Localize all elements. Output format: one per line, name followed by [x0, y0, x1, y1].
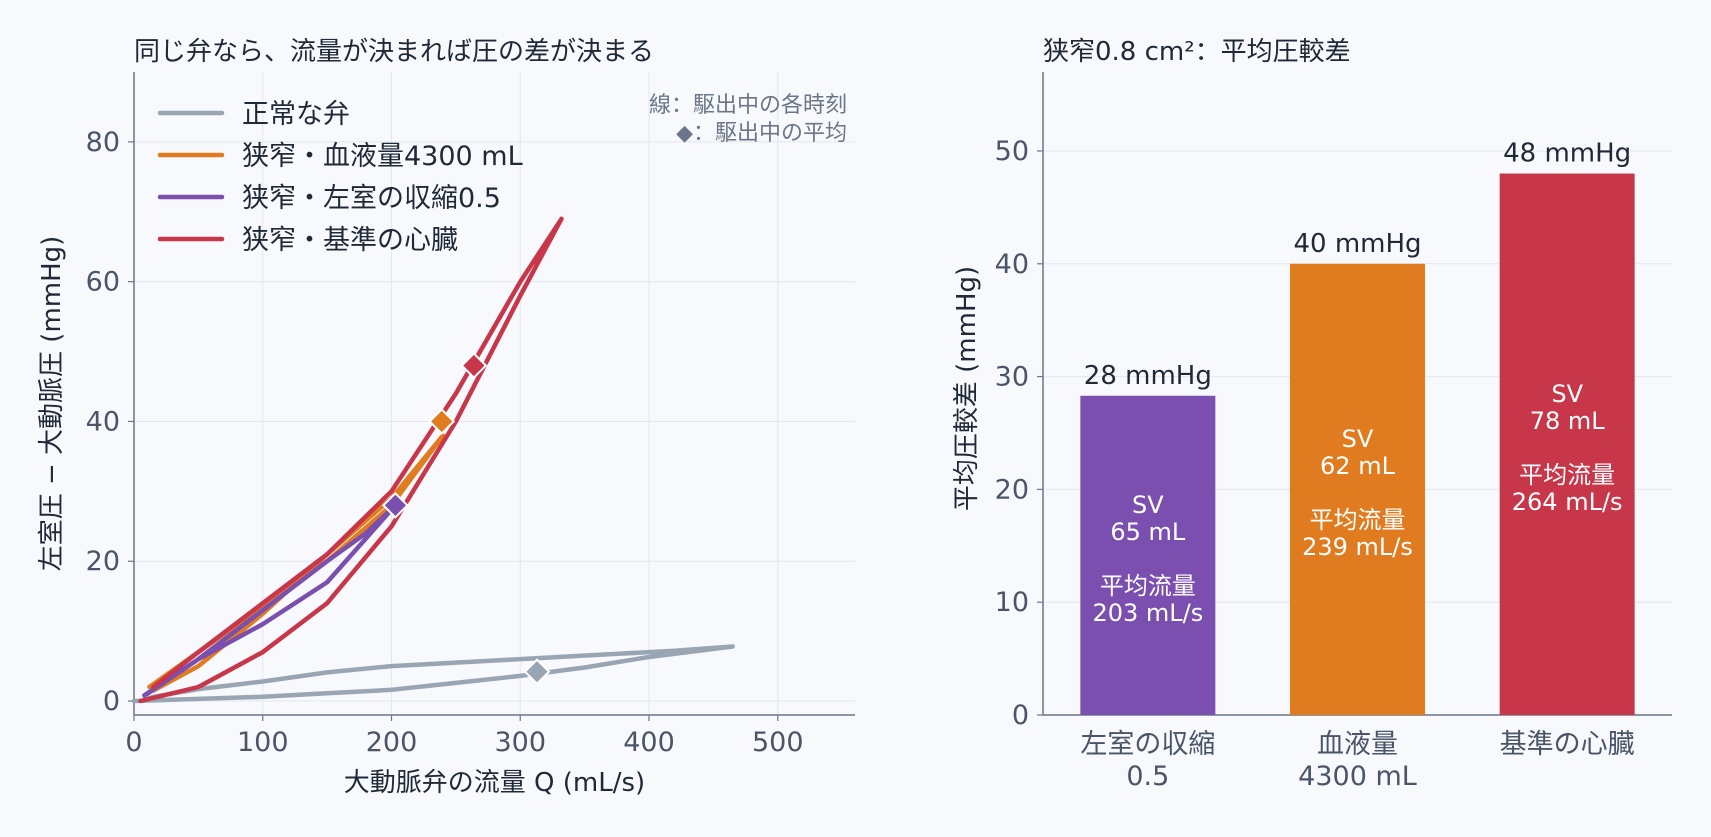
bar-inner-label: 65 mL — [1110, 518, 1186, 546]
y-tick-label: 80 — [86, 127, 120, 158]
bar-inner-label: 78 mL — [1530, 407, 1606, 435]
x-tick-label: 0 — [125, 727, 142, 758]
legend-label: 狭窄・左室の収縮0.5 — [242, 183, 501, 214]
x-tick-label: 500 — [752, 727, 804, 758]
bar-inner-label: 平均流量 — [1100, 572, 1196, 600]
y-tick-label: 10 — [995, 587, 1029, 618]
y-axis-label: 左室圧 − 大動脈圧 (mmHg) — [37, 236, 67, 572]
x-tick-label: 左室の収縮 — [1080, 729, 1215, 760]
x-tick-label: 200 — [366, 727, 418, 758]
bar-inner-label: 239 mL/s — [1302, 533, 1413, 561]
x-tick-label: 0.5 — [1126, 761, 1169, 792]
y-tick-label: 40 — [86, 406, 120, 437]
series-line — [147, 433, 446, 693]
y-tick-label: 20 — [995, 474, 1029, 505]
legend-label: 正常な弁 — [242, 99, 350, 130]
x-axis-label: 大動脈弁の流量 Q (mL/s) — [344, 768, 645, 798]
mean-marker — [381, 491, 409, 519]
mean-marker — [428, 408, 456, 435]
y-tick-label: 0 — [1012, 700, 1029, 731]
y-tick-label: 30 — [995, 362, 1029, 393]
x-tick-label: 基準の心臓 — [1500, 729, 1635, 760]
bar-inner-label: 平均流量 — [1519, 461, 1615, 489]
chart-title: 狭窄0.8 cm²：平均圧較差 — [1043, 37, 1351, 67]
mean-marker — [460, 352, 488, 379]
bar-inner-label: SV — [1342, 425, 1374, 453]
x-tick-label: 100 — [237, 727, 289, 758]
series-line — [138, 216, 564, 704]
y-tick-label: 60 — [86, 267, 120, 298]
bar-value-label: 40 mmHg — [1293, 229, 1421, 259]
bar — [1499, 173, 1635, 716]
y-axis-label: 平均圧較差 (mmHg) — [952, 266, 982, 511]
x-tick-label: 300 — [494, 727, 546, 758]
line-chart: 0 100 200 300 400 500 0 20 40 60 80 同じ弁なら、流量が決まれば圧の… — [37, 37, 855, 798]
series-line — [142, 503, 398, 698]
annotation-text: 線：駆出中の各時刻 — [649, 93, 847, 118]
y-tick-label: 50 — [995, 136, 1029, 167]
series-line — [131, 644, 735, 704]
bar — [1290, 263, 1425, 715]
mean-marker — [523, 658, 551, 686]
bar-inner-label: SV — [1132, 491, 1164, 519]
chart-title: 同じ弁なら、流量が決まれば圧の差が決まる — [134, 37, 654, 67]
x-tick-label: 400 — [623, 727, 675, 758]
y-tick-label: 40 — [995, 249, 1029, 280]
y-tick-label: 0 — [103, 686, 120, 717]
legend-label: 狭窄・血液量4300 mL — [242, 141, 523, 172]
bar — [1080, 395, 1216, 715]
bar-inner-label: 264 mL/s — [1512, 488, 1623, 516]
x-tick-label: 血液量 — [1317, 729, 1398, 760]
bar-value-label: 28 mmHg — [1084, 361, 1212, 391]
y-tick-label: 20 — [86, 546, 120, 577]
bar-inner-label: 平均流量 — [1310, 506, 1406, 534]
bar-inner-label: SV — [1551, 380, 1583, 408]
bar-value-label: 48 mmHg — [1503, 139, 1631, 169]
legend-label: 狭窄・基準の心臓 — [242, 225, 458, 256]
x-tick-label: 4300 mL — [1298, 761, 1417, 792]
annotation-text: ◆：駆出中の平均 — [676, 121, 847, 146]
bar-inner-label: 203 mL/s — [1092, 599, 1203, 627]
bar-inner-label: 62 mL — [1320, 452, 1396, 480]
